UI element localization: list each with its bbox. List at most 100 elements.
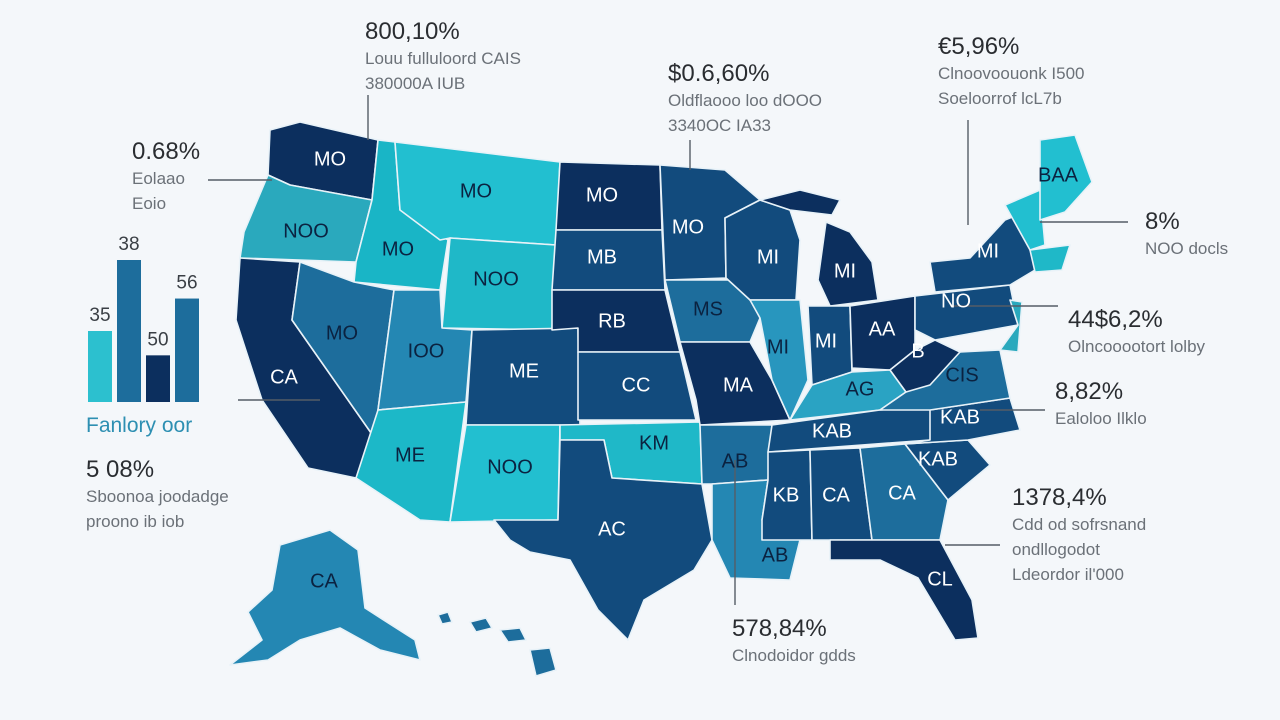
state-label-wa: MO (314, 148, 346, 170)
state-label-sc: KAB (918, 448, 958, 470)
state-label-mt: MO (460, 180, 492, 202)
state-hawaii (437, 611, 557, 677)
callout-value: 8% (1145, 208, 1180, 235)
state-label-mi: MI (834, 260, 856, 282)
state-label-al: CA (822, 484, 850, 506)
state-label-ok: KM (639, 432, 669, 454)
state-label-va: CIS (945, 364, 978, 386)
state-label-ca: CA (270, 366, 298, 388)
callout-desc-line: Eolaao (132, 169, 185, 188)
state-georgia (859, 443, 949, 541)
state-label-tn: KAB (812, 420, 852, 442)
callout-desc-line: Clnoovoouonk I500 (938, 64, 1085, 83)
callout-left-lower: 5 08% Sboonoa joodadge proono ib iob (86, 456, 229, 534)
state-label-ks: CC (622, 374, 651, 396)
state-label-ne: RB (598, 310, 626, 332)
callout-desc-line: Soeloorrof lcL7b (938, 89, 1062, 108)
state-label-il: MI (767, 336, 789, 358)
state-michigan (817, 221, 879, 307)
callout-value: 8,82% (1055, 378, 1124, 405)
callout-desc-line: Oldflaooo loo dOOO (668, 91, 823, 110)
state-label-ny: MI (977, 240, 999, 262)
state-new-jersey (999, 299, 1023, 353)
state-texas (493, 439, 713, 641)
state-label-nc: KAB (940, 406, 980, 428)
state-florida (829, 539, 979, 641)
state-michigan-upper (759, 189, 841, 216)
callout-value: $0.6,60% (668, 60, 770, 87)
callout-desc-line: NOO docls (1145, 239, 1229, 258)
callout-right-mid: 44$6,2% Olncooootort lolby (1068, 306, 1205, 359)
callout-value: €5,96% (938, 33, 1020, 60)
state-label-ms: KB (773, 484, 800, 506)
callout-value: 5 08% (86, 456, 155, 483)
state-label-oh: AA (869, 318, 896, 340)
state-west-virginia (889, 339, 961, 393)
state-label-mn: MO (672, 216, 704, 238)
state-label-wv: B (911, 340, 924, 362)
state-label-mo: MA (723, 374, 754, 396)
callout-value: 44$6,2% (1068, 306, 1163, 333)
callout-value: 578,84% (732, 615, 827, 642)
callout-desc-line: Eoio (132, 194, 167, 213)
state-label-ga: CA (888, 482, 916, 504)
callout-top-center: $0.6,60% Oldflaooo loo dOOO 3340OC IA33 (668, 60, 822, 138)
state-kansas (577, 351, 697, 421)
state-label-wy: NOO (473, 268, 519, 290)
bar-value-label: 50 (147, 329, 168, 350)
state-label-pa: NO (941, 290, 971, 312)
bar-3 (146, 355, 170, 402)
mini-bar-chart-title: Fanlory oor (86, 414, 193, 437)
state-maine (1039, 134, 1093, 221)
state-label-nv: MO (326, 322, 358, 344)
callout-value: 0.68% (132, 138, 201, 165)
callout-right-bottom: 1378,4% Cdd od sofrsnand ondllogodot Lde… (1012, 484, 1146, 587)
callout-value: 1378,4% (1012, 484, 1107, 511)
callout-top-left: 800,10% Louu fulluloord CAIS 380000A IUB (365, 18, 521, 96)
callout-top-right: €5,96% Clnoovoouonk I500 Soeloorrof lcL7… (938, 33, 1085, 111)
state-vermont-nh (1004, 189, 1046, 251)
state-label-ut: IOO (408, 340, 445, 362)
callout-left-upper: 0.68% Eolaao Eoio (132, 138, 200, 216)
state-label-nm: NOO (487, 456, 533, 478)
state-label-ia: MS (693, 298, 723, 320)
callout-right-lower: 8,82% Ealoloo Ilklo (1055, 378, 1147, 431)
state-label-ar: AB (722, 450, 749, 472)
callout-bottom-center: 578,84% Clnodoidor gdds (732, 615, 856, 668)
state-label-or: NOO (283, 220, 329, 242)
state-label-nd: MO (586, 184, 618, 206)
state-label-ky: AG (846, 378, 875, 400)
state-labels: MO NOO CA MO MO MO NOO IOO ME ME NOO MO MB RB CC KM AC MO… (270, 148, 1079, 592)
callout-desc-line: Clnodoidor gdds (732, 646, 856, 665)
callout-value: 800,10% (365, 18, 460, 45)
callout-desc-line: Louu fulluloord CAIS (365, 49, 521, 68)
callout-right-ne: 8% NOO docls (1145, 208, 1228, 261)
state-label-la: AB (762, 544, 789, 566)
bar-value-label: 56 (176, 273, 197, 294)
bar-value-label: 35 (89, 305, 110, 326)
state-arizona (355, 401, 467, 523)
state-label-id: MO (382, 238, 414, 260)
leader-lines (208, 95, 1128, 605)
callout-desc-line: ondllogodot (1012, 540, 1100, 559)
callout-desc-line: 380000A IUB (365, 74, 466, 93)
callout-desc-line: Cdd od sofrsnand (1012, 515, 1147, 534)
callout-desc-line: Ldeordor il'000 (1012, 565, 1124, 584)
callout-desc-line: proono ib iob (86, 512, 185, 531)
state-label-fl: CL (927, 568, 953, 590)
state-label-tx: AC (598, 518, 626, 540)
callout-desc-line: Ealoloo Ilklo (1055, 409, 1147, 428)
state-label-me: BAA (1038, 164, 1079, 186)
state-label-ak: CA (310, 570, 338, 592)
state-label-wi: MI (757, 246, 779, 268)
callout-desc-line: Sboonoa joodadge (86, 487, 229, 506)
bar-2 (117, 260, 141, 402)
state-alaska (229, 529, 421, 666)
bar-1 (88, 331, 112, 402)
bar-value-label: 38 (118, 234, 139, 255)
state-label-in: MI (815, 330, 837, 352)
state-label-az: ME (395, 444, 425, 466)
callout-desc-line: Olncooootort lolby (1068, 337, 1206, 356)
